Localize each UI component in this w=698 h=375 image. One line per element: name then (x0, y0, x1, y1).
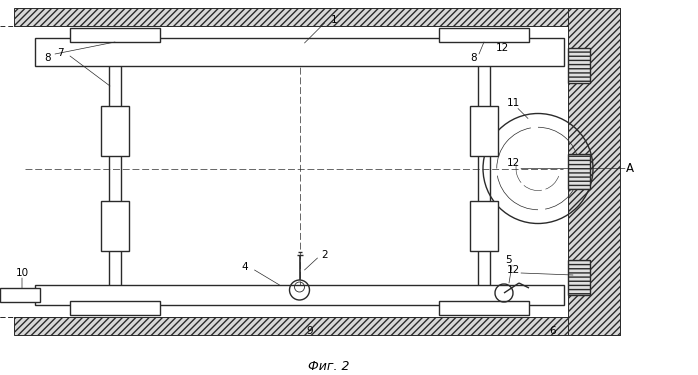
Bar (568, 153, 590, 189)
Text: 2: 2 (321, 250, 328, 260)
Bar (101, 201, 129, 251)
Text: 9: 9 (306, 326, 313, 336)
Text: 4: 4 (242, 262, 248, 272)
Bar (14, 8, 620, 26)
Text: 7: 7 (57, 48, 64, 58)
Text: 6: 6 (550, 326, 556, 336)
Bar (0, 288, 40, 302)
Text: 11: 11 (506, 99, 519, 108)
Bar (70, 301, 160, 315)
Bar (470, 201, 498, 251)
Bar (101, 106, 129, 156)
Bar (568, 260, 590, 295)
Bar (35, 38, 564, 66)
Text: 8: 8 (470, 53, 477, 63)
Text: A: A (626, 162, 634, 175)
Text: 1: 1 (331, 15, 338, 25)
Text: 12: 12 (496, 43, 509, 53)
Text: 8: 8 (45, 53, 52, 63)
Text: 12: 12 (506, 265, 519, 275)
Bar (470, 106, 498, 156)
Bar (70, 28, 160, 42)
Bar (14, 317, 620, 335)
Bar (439, 301, 529, 315)
Text: 12: 12 (506, 159, 519, 168)
Text: Фиг. 2: Фиг. 2 (309, 360, 350, 374)
Text: 5: 5 (505, 255, 512, 265)
Bar (568, 48, 590, 83)
Bar (568, 8, 620, 335)
Text: 10: 10 (15, 268, 29, 278)
Bar (35, 285, 564, 305)
Bar (439, 28, 529, 42)
